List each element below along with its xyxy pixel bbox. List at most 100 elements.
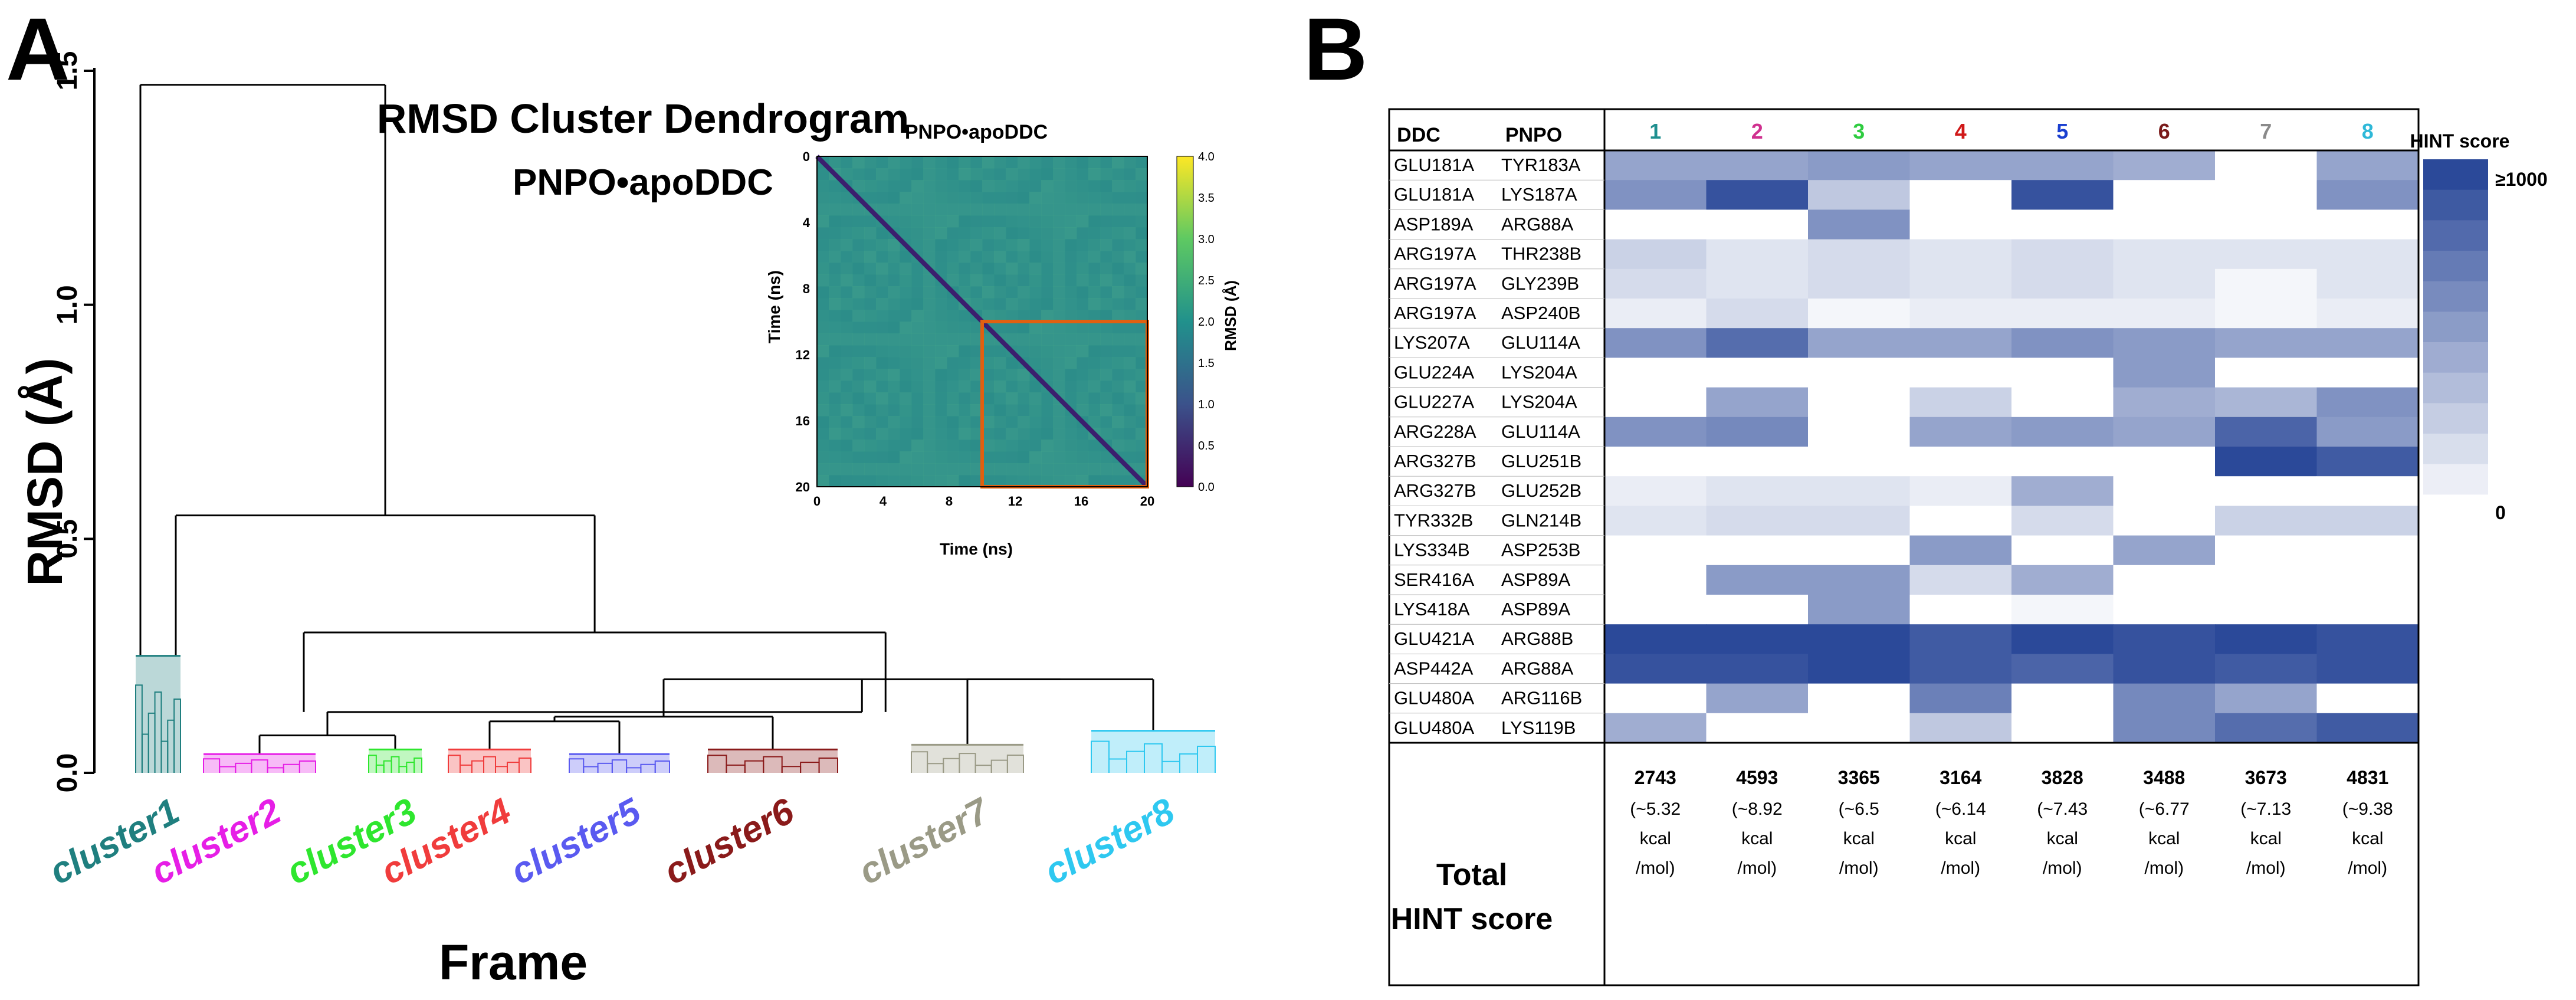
heatmap-cell bbox=[1100, 263, 1113, 275]
total-mol-unit: /mol) bbox=[1636, 858, 1675, 878]
inset-title: PNPO•apoDDC bbox=[905, 121, 1048, 143]
total-kcal: (~6.77 bbox=[2139, 799, 2190, 819]
hint-cell bbox=[2316, 417, 2419, 447]
hint-cell bbox=[2113, 387, 2216, 418]
hint-cell bbox=[2316, 565, 2419, 595]
heatmap-cell bbox=[959, 180, 971, 192]
heatmap-cell bbox=[817, 463, 829, 476]
heatmap-cell bbox=[888, 357, 900, 369]
total-kcal-unit: kcal bbox=[1945, 829, 1976, 848]
legend-swatch bbox=[2423, 251, 2488, 282]
hint-cell bbox=[1909, 150, 2012, 181]
heatmap-cell bbox=[970, 345, 983, 358]
heatmap-cell bbox=[970, 156, 983, 169]
heatmap-cell bbox=[923, 274, 936, 287]
heatmap-cell bbox=[1112, 298, 1124, 310]
heatmap-cell bbox=[1018, 475, 1030, 487]
heatmap-cell bbox=[1029, 440, 1042, 452]
dendrogram-panel: RMSD Cluster Dendrogram PNPO•apoDDC RMSD… bbox=[17, 51, 1239, 990]
heatmap-cell bbox=[1124, 263, 1136, 275]
hint-cell bbox=[2113, 299, 2216, 329]
cluster-4-branch bbox=[519, 758, 531, 773]
heatmap-cell bbox=[841, 416, 853, 428]
heatmap-cell bbox=[994, 251, 1006, 263]
heatmap-cell bbox=[1006, 440, 1018, 452]
heatmap-cell bbox=[1053, 310, 1065, 322]
heatmap-cell bbox=[817, 286, 829, 299]
hint-cell bbox=[2113, 506, 2216, 536]
heatmap-cell bbox=[947, 215, 959, 228]
heatmap-cell bbox=[1124, 286, 1136, 299]
heatmap-cell bbox=[923, 475, 936, 487]
hint-cell bbox=[2316, 180, 2419, 210]
heatmap-cell bbox=[1124, 239, 1136, 251]
heatmap-cell bbox=[829, 298, 841, 310]
heatmap-cell bbox=[1112, 322, 1124, 334]
heatmap-cell bbox=[1100, 227, 1113, 240]
heatmap-cell bbox=[947, 451, 959, 464]
heatmap-cell bbox=[817, 310, 829, 322]
heatmap-cell bbox=[947, 392, 959, 405]
heatmap-cell bbox=[923, 251, 936, 263]
hint-cell bbox=[1808, 150, 1910, 181]
heatmap-cell bbox=[1077, 310, 1089, 322]
heatmap-cell bbox=[1018, 345, 1030, 358]
heatmap-cell bbox=[864, 333, 877, 346]
heatmap-cell bbox=[1124, 298, 1136, 310]
hint-cell bbox=[1808, 268, 1910, 299]
heatmap-cell bbox=[852, 251, 865, 263]
hint-cell bbox=[1604, 209, 1707, 240]
hint-cell bbox=[1808, 654, 1910, 684]
heatmap-cell bbox=[876, 369, 888, 381]
heatmap-cell bbox=[935, 416, 947, 428]
heatmap-cell bbox=[1088, 322, 1101, 334]
hint-cell bbox=[1808, 387, 1910, 418]
heatmap-cell bbox=[970, 286, 983, 299]
heatmap-cell bbox=[1124, 204, 1136, 216]
total-kcal: (~9.38 bbox=[2342, 799, 2393, 819]
heatmap-cell bbox=[829, 227, 841, 240]
heatmap-cell bbox=[888, 180, 900, 192]
heatmap-cell bbox=[935, 227, 947, 240]
heatmap-cell bbox=[1088, 310, 1101, 322]
heatmap-cell bbox=[994, 180, 1006, 192]
heatmap-cell bbox=[1018, 192, 1030, 204]
row-ddc-label: ARG197A bbox=[1394, 273, 1476, 294]
row-pnpo-label: ASP240B bbox=[1501, 303, 1580, 323]
heatmap-cell bbox=[982, 333, 995, 346]
heatmap-cell bbox=[1006, 274, 1018, 287]
column-header-5: 5 bbox=[2056, 119, 2068, 143]
cluster-7-branch bbox=[911, 751, 928, 773]
heatmap-cell bbox=[970, 263, 983, 275]
legend-swatch bbox=[2423, 189, 2488, 221]
total-kcal-unit: kcal bbox=[1843, 829, 1875, 848]
heatmap-cell bbox=[1041, 369, 1054, 381]
heatmap-cell bbox=[841, 475, 853, 487]
hint-cell bbox=[1706, 299, 1809, 329]
hint-cell bbox=[1604, 299, 1707, 329]
hint-cell bbox=[1706, 654, 1809, 684]
heatmap-cell bbox=[864, 227, 877, 240]
heatmap-cell bbox=[947, 463, 959, 476]
heatmap-cell bbox=[923, 369, 936, 381]
heatmap-cell bbox=[935, 180, 947, 192]
heatmap-cell bbox=[1077, 215, 1089, 228]
heatmap-cell bbox=[1029, 392, 1042, 405]
heatmap-cell bbox=[817, 428, 829, 440]
heatmap-cell bbox=[1053, 440, 1065, 452]
heatmap-cell bbox=[994, 227, 1006, 240]
heatmap-cell bbox=[1088, 475, 1101, 487]
cluster-5-band bbox=[569, 754, 670, 773]
heatmap-frame bbox=[816, 156, 1148, 487]
heatmap-cell bbox=[959, 227, 971, 240]
heatmap-cell bbox=[1029, 475, 1042, 487]
hint-cell bbox=[1706, 476, 1809, 506]
heatmap-cell bbox=[1100, 215, 1113, 228]
heatmap-cell bbox=[900, 392, 912, 405]
heatmap-cell bbox=[852, 322, 865, 334]
heatmap-cell bbox=[864, 357, 877, 369]
heatmap-cell bbox=[888, 310, 900, 322]
hint-cell bbox=[1604, 713, 1707, 743]
hint-cell bbox=[1909, 299, 2012, 329]
heatmap-cell bbox=[1041, 451, 1054, 464]
